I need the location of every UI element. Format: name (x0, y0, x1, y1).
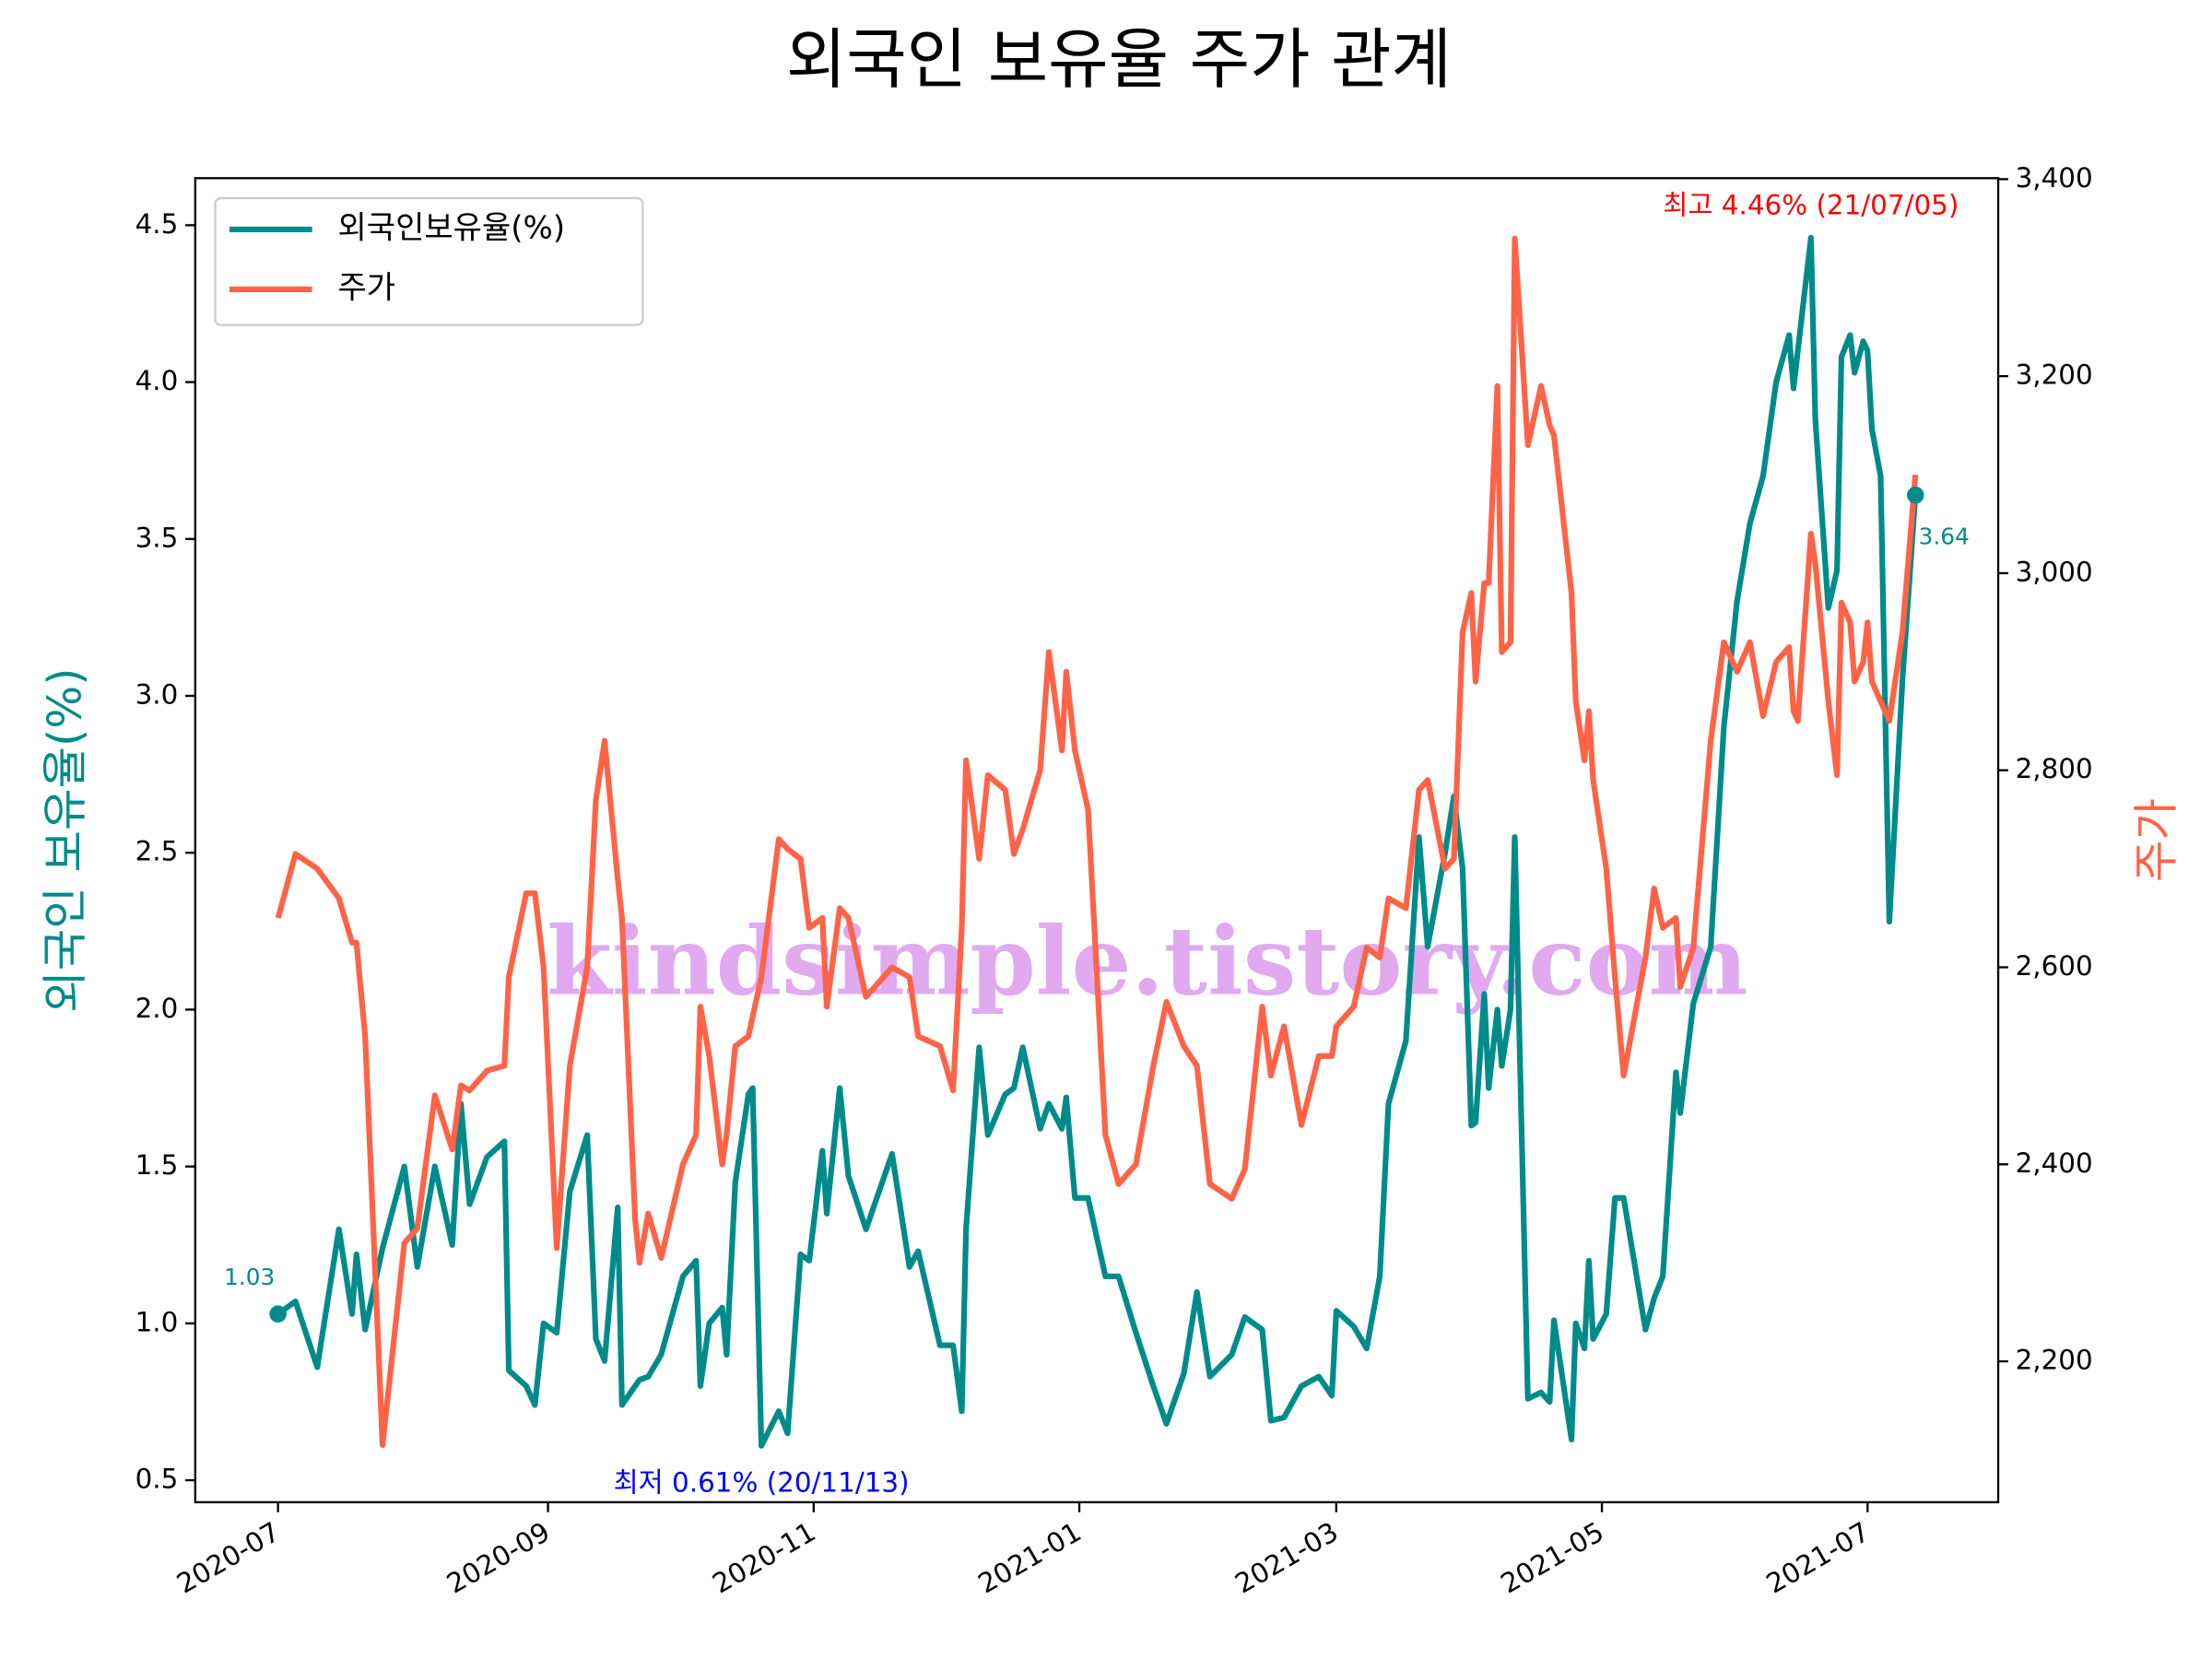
chart-title: 외국인 보유율 주가 관계 (786, 21, 1452, 98)
watermark: kindsimple.tistory.com (547, 907, 1747, 1018)
y-tick-label: 1.5 (135, 1149, 179, 1181)
y-tick-label: 0.5 (135, 1464, 179, 1495)
x-tick-label: 2020-07 (171, 1516, 285, 1600)
x-tick-label: 2021-03 (1230, 1516, 1343, 1600)
legend-label: 외국인보유율(%) (337, 209, 565, 246)
y-axis-label: 외국인 보유율(%) (39, 667, 92, 1012)
annotation: 최저 0.61% (20/11/13) (614, 1466, 910, 1498)
y-tick-label: 1.0 (135, 1306, 179, 1337)
legend-label: 주가 (337, 269, 395, 306)
y2-tick-label: 3,200 (2016, 359, 2093, 391)
end-marker (1906, 486, 1924, 504)
y2-tick-label: 2,800 (2016, 753, 2093, 784)
end-marker (269, 1305, 287, 1323)
x-tick-label: 2020-11 (707, 1516, 820, 1600)
plot-frame (194, 177, 2000, 1504)
x-tick-label: 2021-07 (1761, 1516, 1875, 1600)
y2-tick-label: 3,000 (2016, 556, 2093, 587)
x-tick-label: 2020-09 (441, 1516, 555, 1600)
annotation: 최고 4.46% (21/07/05) (1663, 190, 1959, 221)
series-line (275, 235, 1919, 1448)
legend-box (214, 196, 644, 326)
x-tick-label: 2021-01 (972, 1516, 1086, 1600)
annotation: 3.64 (1919, 524, 1970, 550)
y2-tick-label: 3,400 (2016, 162, 2093, 194)
x-tick-label: 2021-05 (1496, 1516, 1609, 1600)
annotation: 1.03 (224, 1264, 275, 1290)
y-tick-label: 4.5 (135, 208, 179, 240)
y-tick-label: 2.0 (135, 993, 179, 1024)
y-tick-label: 4.0 (135, 365, 179, 396)
series-line (276, 234, 1919, 1449)
y2-tick-label: 2,400 (2016, 1147, 2093, 1179)
y-tick-label: 3.0 (135, 679, 179, 711)
y2-tick-label: 2,600 (2016, 950, 2093, 982)
y-tick-label: 3.5 (135, 522, 179, 553)
y2-axis-label: 주가 (2129, 798, 2183, 882)
y-tick-label: 2.5 (135, 836, 179, 867)
y2-tick-label: 2,200 (2016, 1345, 2093, 1376)
